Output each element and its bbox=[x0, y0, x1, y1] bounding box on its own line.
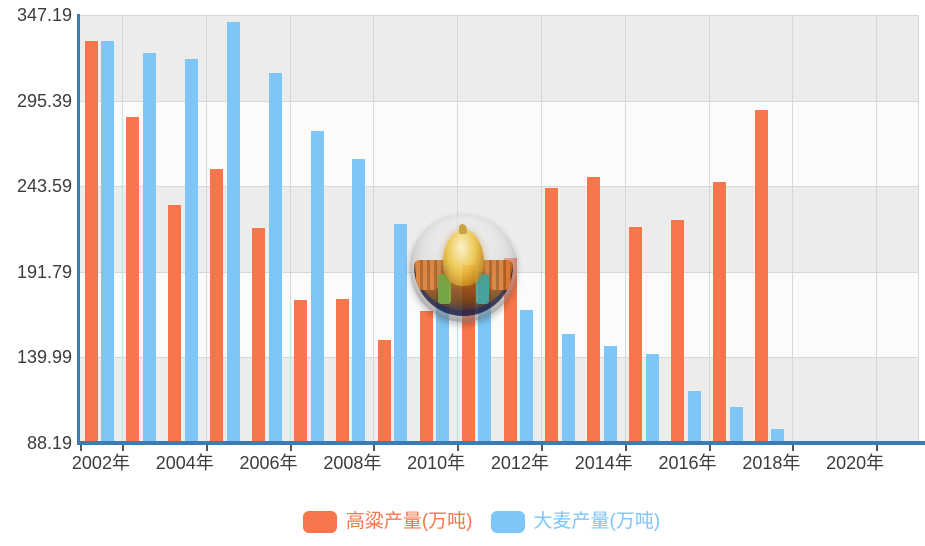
v-gridline bbox=[792, 15, 794, 443]
legend-item-sorghum[interactable]: 高粱产量(万吨) bbox=[302, 511, 473, 533]
bar-2012-s0[interactable] bbox=[503, 258, 517, 443]
x-axis-label: 2006年 bbox=[239, 453, 298, 473]
legend-label-barley: 大麦产量(万吨) bbox=[533, 511, 661, 532]
x-axis-label: 2010年 bbox=[407, 453, 466, 473]
axis-tick bbox=[80, 444, 82, 451]
legend-swatch-sorghum bbox=[302, 511, 337, 533]
x-axis-line bbox=[77, 441, 925, 445]
watermark-grain-icon bbox=[443, 224, 484, 286]
x-axis-label: 2014年 bbox=[574, 453, 633, 473]
bar-2002-s0[interactable] bbox=[84, 40, 98, 443]
x-axis-label: 2020年 bbox=[826, 453, 885, 473]
v-gridline bbox=[373, 15, 375, 443]
axis-tick bbox=[289, 444, 292, 451]
v-gridline bbox=[121, 15, 123, 443]
v-gridline bbox=[708, 15, 710, 443]
y-axis-label: 295.39 bbox=[16, 90, 72, 111]
axis-tick bbox=[205, 444, 208, 451]
watermark-grain-globe-icon bbox=[410, 214, 517, 322]
axis-tick bbox=[121, 444, 124, 451]
bar-2015-s0[interactable] bbox=[629, 226, 643, 443]
axis-tick bbox=[457, 444, 460, 451]
bar-2004-s1[interactable] bbox=[184, 59, 198, 443]
axis-tick bbox=[708, 444, 711, 451]
bar-2005-s1[interactable] bbox=[226, 21, 240, 443]
bar-2014-s0[interactable] bbox=[587, 176, 601, 443]
bar-2008-s1[interactable] bbox=[352, 159, 366, 443]
legend: 高粱产量(万吨) 大麦产量(万吨) bbox=[0, 505, 925, 539]
h-gridline bbox=[80, 357, 918, 359]
watermark-leaf-right bbox=[476, 274, 489, 304]
y-axis-label: 139.99 bbox=[16, 347, 72, 368]
bar-2015-s1[interactable] bbox=[645, 353, 659, 443]
bar-2007-s0[interactable] bbox=[294, 299, 307, 443]
y-axis-label: 191.79 bbox=[16, 261, 72, 282]
watermark-wheat-left bbox=[416, 260, 442, 290]
plot-stripe bbox=[80, 15, 918, 101]
bar-2016-s0[interactable] bbox=[671, 219, 685, 443]
bar-2010-s0[interactable] bbox=[419, 311, 433, 443]
h-gridline bbox=[80, 15, 918, 16]
watermark-leaf-left bbox=[438, 274, 451, 304]
bar-2013-s1[interactable] bbox=[561, 333, 575, 443]
x-axis-label: 2008年 bbox=[323, 453, 382, 473]
legend-swatch-barley bbox=[490, 511, 525, 533]
bar-2017-s1[interactable] bbox=[729, 406, 743, 443]
v-gridline bbox=[876, 15, 878, 443]
bar-2016-s1[interactable] bbox=[687, 391, 701, 443]
bar-2017-s0[interactable] bbox=[713, 181, 726, 443]
axis-tick bbox=[373, 444, 376, 451]
v-gridline bbox=[289, 15, 291, 443]
bar-2007-s1[interactable] bbox=[310, 130, 324, 443]
axis-tick bbox=[540, 444, 543, 451]
y-axis-label: 243.59 bbox=[16, 176, 72, 197]
bar-2005-s0[interactable] bbox=[210, 169, 224, 443]
legend-item-barley[interactable]: 大麦产量(万吨) bbox=[490, 511, 661, 533]
bar-2002-s1[interactable] bbox=[101, 40, 114, 443]
bar-2008-s0[interactable] bbox=[335, 299, 349, 443]
y-axis-line bbox=[77, 14, 80, 445]
plot-right-border bbox=[918, 15, 919, 443]
x-axis-label: 2018年 bbox=[742, 453, 801, 473]
bar-2012-s1[interactable] bbox=[520, 309, 533, 443]
axis-tick bbox=[876, 444, 879, 451]
bar-2003-s1[interactable] bbox=[142, 52, 156, 443]
bar-2003-s0[interactable] bbox=[126, 116, 140, 443]
bar-2014-s1[interactable] bbox=[603, 346, 617, 443]
bar-2013-s0[interactable] bbox=[545, 188, 559, 443]
watermark-wheat-right bbox=[485, 260, 511, 290]
x-axis-label: 2002年 bbox=[71, 453, 130, 473]
bar-2018-s0[interactable] bbox=[754, 109, 768, 443]
h-gridline bbox=[80, 186, 918, 188]
legend-label-sorghum: 高粱产量(万吨) bbox=[345, 511, 473, 532]
axis-tick bbox=[624, 444, 627, 451]
bar-2018-s1[interactable] bbox=[771, 429, 785, 443]
axis-tick bbox=[792, 444, 795, 451]
bar-2009-s0[interactable] bbox=[377, 339, 391, 443]
h-gridline bbox=[80, 100, 918, 102]
y-axis-label: 88.19 bbox=[26, 433, 72, 453]
v-gridline bbox=[624, 15, 626, 443]
bar-2009-s1[interactable] bbox=[394, 223, 408, 443]
v-gridline bbox=[205, 15, 207, 443]
y-axis-label: 347.19 bbox=[16, 5, 72, 25]
v-gridline bbox=[540, 15, 542, 443]
bar-2006-s1[interactable] bbox=[268, 73, 282, 443]
x-axis-label: 2004年 bbox=[155, 453, 214, 473]
bar-2006-s0[interactable] bbox=[252, 228, 266, 443]
x-axis-label: 2016年 bbox=[658, 453, 717, 473]
x-axis-label: 2012年 bbox=[490, 453, 549, 473]
bar-2004-s0[interactable] bbox=[168, 204, 182, 443]
